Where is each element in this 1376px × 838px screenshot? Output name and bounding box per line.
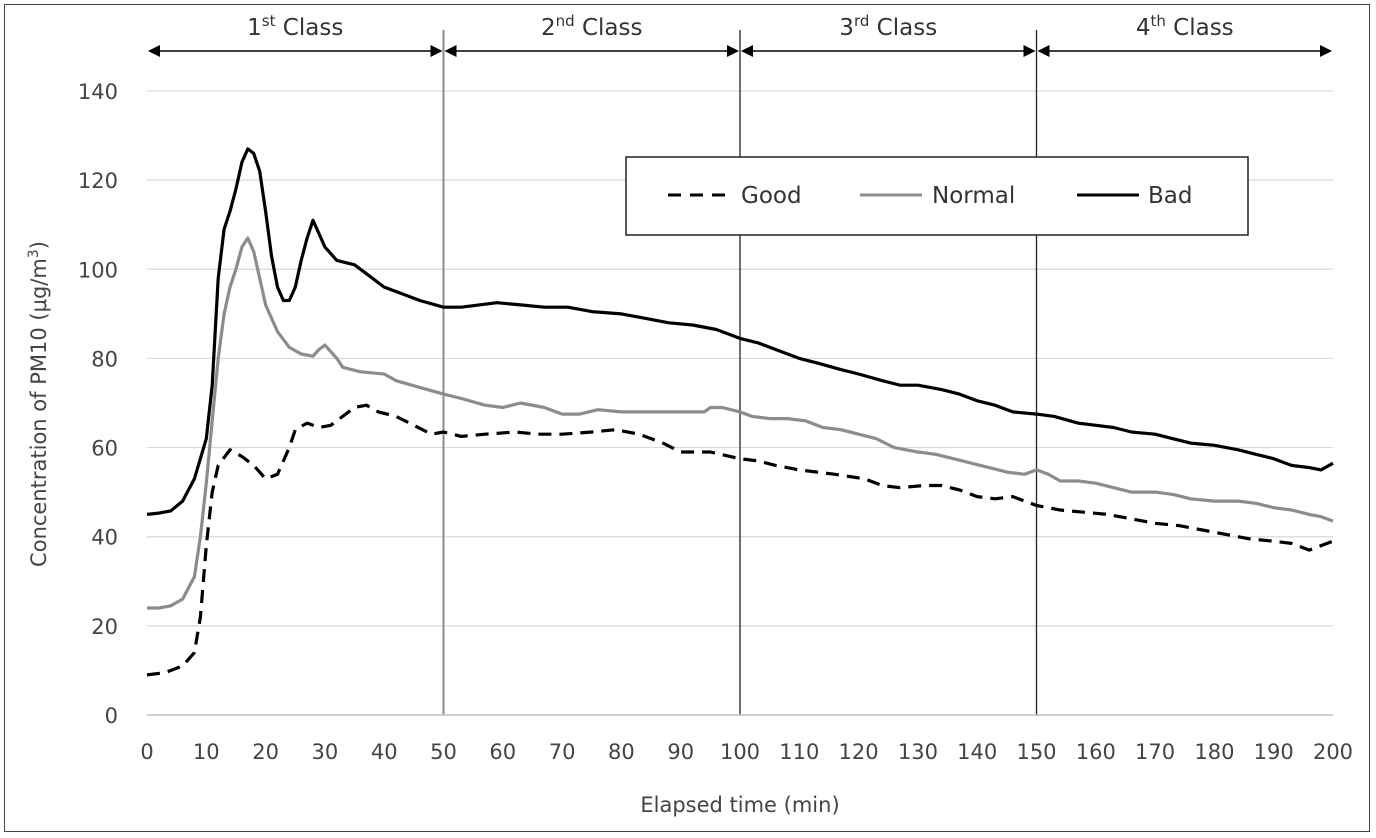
x-tick-label: 50: [430, 740, 457, 764]
legend: Good Normal Bad: [625, 156, 1249, 236]
y-tick-label: 40: [91, 526, 118, 550]
y-tick-label: 20: [91, 615, 118, 639]
x-tick-label: 90: [667, 740, 694, 764]
chart-frame: [4, 4, 1370, 832]
y-tick-label: 100: [78, 258, 118, 282]
x-tick-label: 140: [957, 740, 997, 764]
x-tick-label: 30: [312, 740, 339, 764]
y-tick-label: 60: [91, 437, 118, 461]
class-label: 2nd Class: [541, 12, 643, 41]
x-tick-label: 20: [252, 740, 279, 764]
legend-label-normal: Normal: [932, 183, 1015, 209]
y-tick-label: 120: [78, 169, 118, 193]
x-tick-label: 0: [140, 740, 153, 764]
class-label: 1st Class: [247, 12, 343, 41]
class-regions: 1st Class 2nd Class 3rd Class 4th Class: [148, 12, 1332, 715]
x-tick-label: 160: [1076, 740, 1116, 764]
x-tick-label: 110: [779, 740, 819, 764]
x-tick-label: 40: [371, 740, 398, 764]
arrowhead: [148, 45, 160, 57]
x-axis-title: Elapsed time (min): [640, 793, 839, 817]
axes: 0 20 40 60 80 100 120 140 0 10 20 30 40 50 60 70 80 90 100…: [78, 80, 1353, 764]
x-tick-label: 10: [193, 740, 220, 764]
y-tick-label: 80: [91, 347, 118, 371]
class-label: 4th Class: [1136, 12, 1234, 41]
x-tick-label: 100: [720, 740, 760, 764]
legend-label-good: Good: [741, 183, 802, 209]
y-axis-title: Concentration of PM10 (μg/m3): [26, 241, 51, 567]
class-label: 3rd Class: [839, 12, 937, 41]
arrowhead: [1023, 45, 1036, 57]
arrowhead: [430, 45, 443, 57]
x-tick-label: 120: [839, 740, 879, 764]
x-tick-label: 150: [1016, 740, 1056, 764]
x-tick-label: 170: [1135, 740, 1175, 764]
x-tick-label: 60: [489, 740, 516, 764]
x-tick-label: 190: [1254, 740, 1294, 764]
arrowhead: [727, 45, 739, 57]
x-tick-label: 180: [1194, 740, 1234, 764]
x-tick-label: 80: [608, 740, 635, 764]
x-tick-label: 70: [549, 740, 576, 764]
arrowhead: [444, 45, 457, 57]
y-tick-label: 140: [78, 80, 118, 104]
legend-box: [625, 156, 1249, 236]
y-tick-label: 0: [105, 704, 118, 728]
x-tick-label: 200: [1313, 740, 1353, 764]
arrowhead: [1037, 45, 1050, 57]
series-line-good: [146, 403, 1334, 677]
series-line-bad: [146, 147, 1334, 516]
arrowhead: [1320, 45, 1332, 57]
x-tick-label: 130: [898, 740, 938, 764]
arrowhead: [741, 45, 753, 57]
series-line-normal: [147, 236, 1334, 610]
series-lines: [146, 147, 1334, 677]
legend-label-bad: Bad: [1148, 183, 1192, 209]
